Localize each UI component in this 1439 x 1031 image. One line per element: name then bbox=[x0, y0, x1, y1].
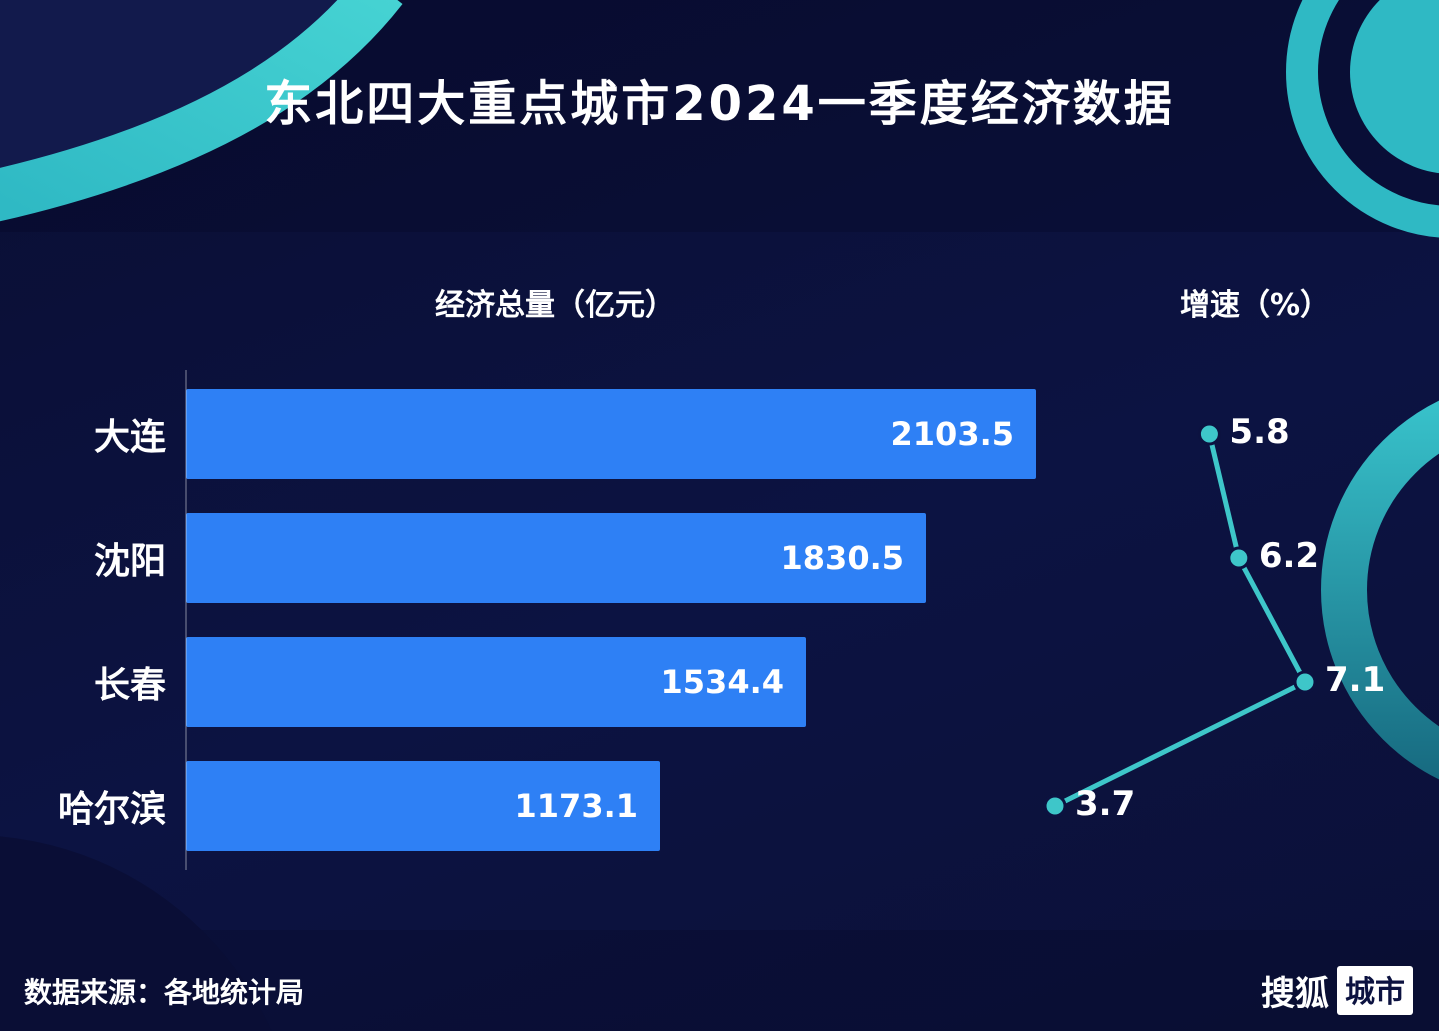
gdp-bar: 1173.1 bbox=[186, 761, 660, 851]
city-label: 长春 bbox=[93, 665, 166, 706]
growth-dot bbox=[1227, 546, 1251, 570]
growth-dot bbox=[1197, 422, 1221, 446]
bar-row: 大连 2103.5 bbox=[0, 372, 1080, 496]
growth-dot bbox=[1043, 794, 1067, 818]
bar-chart: 大连 2103.5 沈阳 1830.5 长春 1534.4 哈尔滨 1173.1 bbox=[0, 370, 1080, 870]
growth-value-label: 7.1 bbox=[1325, 660, 1386, 700]
growth-line bbox=[1052, 431, 1308, 809]
gdp-bar: 2103.5 bbox=[186, 389, 1036, 479]
city-label: 大连 bbox=[93, 417, 166, 458]
sohu-city-logo: 搜狐 城市 bbox=[1261, 966, 1413, 1015]
gdp-bar: 1534.4 bbox=[186, 637, 806, 727]
data-source-label: 数据来源：各地统计局 bbox=[24, 976, 305, 1009]
gdp-value-label: 1830.5 bbox=[780, 539, 904, 577]
bar-section-header: 经济总量（亿元） bbox=[435, 288, 675, 323]
growth-dot bbox=[1293, 670, 1317, 694]
gdp-value-label: 2103.5 bbox=[890, 415, 1014, 453]
line-section-header: 增速（%） bbox=[1179, 288, 1331, 323]
growth-value-label: 5.8 bbox=[1229, 412, 1290, 452]
page-title: 东北四大重点城市2024一季度经济数据 bbox=[264, 76, 1175, 132]
city-badge: 城市 bbox=[1337, 966, 1413, 1015]
bar-axis-line bbox=[185, 370, 187, 870]
gdp-value-label: 1534.4 bbox=[660, 663, 784, 701]
bar-row: 哈尔滨 1173.1 bbox=[0, 744, 1080, 868]
growth-value-label: 6.2 bbox=[1258, 536, 1320, 576]
growth-value-label: 3.7 bbox=[1075, 784, 1136, 824]
gdp-bar: 1830.5 bbox=[186, 513, 926, 603]
city-label: 沈阳 bbox=[93, 541, 166, 582]
bar-row: 长春 1534.4 bbox=[0, 620, 1080, 744]
growth-line-svg bbox=[1043, 422, 1317, 818]
bar-row: 沈阳 1830.5 bbox=[0, 496, 1080, 620]
gdp-value-label: 1173.1 bbox=[514, 787, 638, 825]
city-label: 哈尔滨 bbox=[57, 789, 166, 830]
growth-line-chart: 5.8 6.2 7.1 3.7 bbox=[980, 372, 1439, 872]
sohu-wordmark: 搜狐 bbox=[1261, 974, 1329, 1014]
